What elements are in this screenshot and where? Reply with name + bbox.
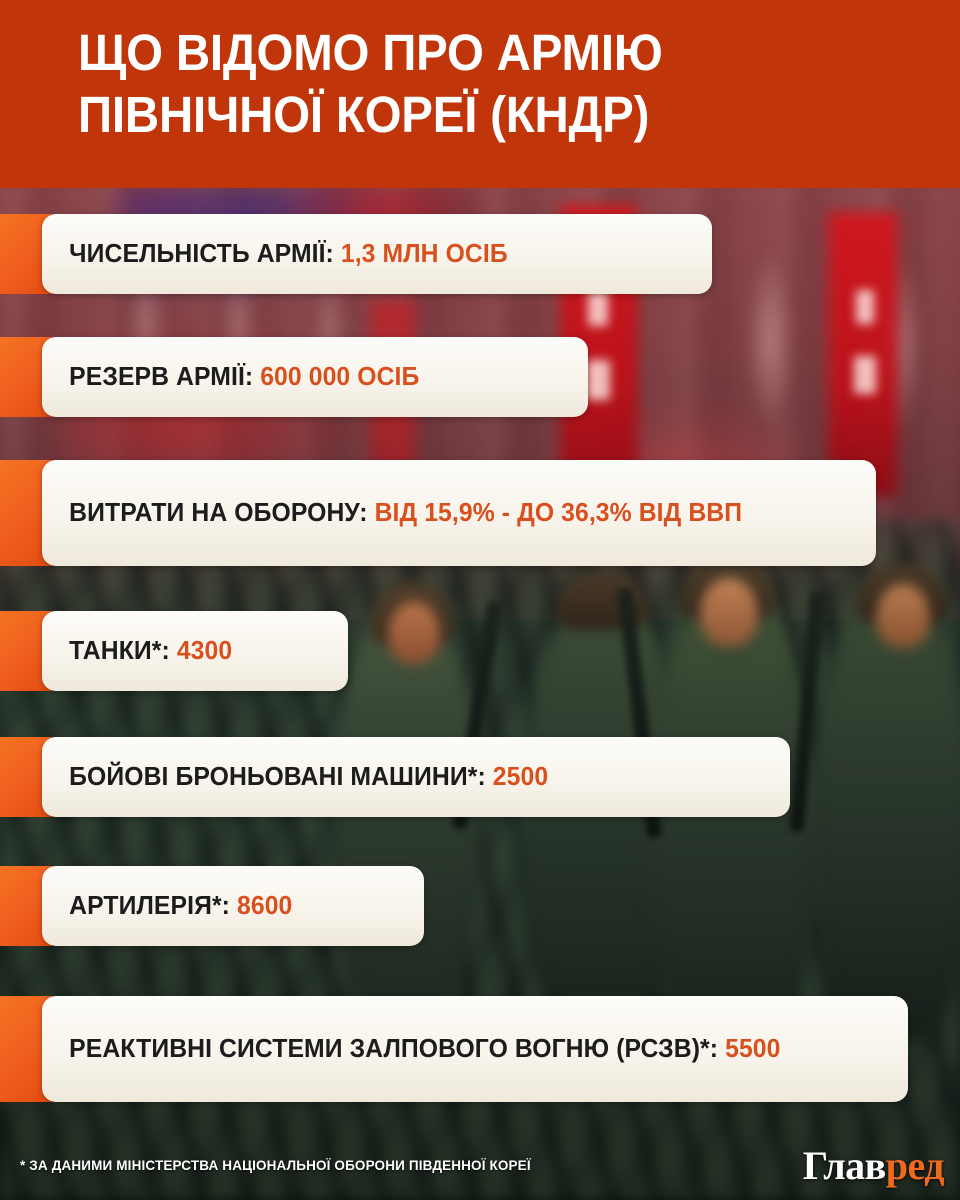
stat-label: БОЙОВІ БРОНЬОВАНІ МАШИНИ*: (69, 763, 486, 791)
logo-text-accent: ред (885, 1143, 945, 1188)
stat-card[interactable]: ЧИСЕЛЬНІСТЬ АРМІЇ: 1,3 МЛН ОСІБ (42, 214, 712, 294)
background-banner-glyph-1 (588, 290, 608, 326)
stat-card-text: АРТИЛЕРІЯ*: 8600 (42, 889, 318, 923)
source-footnote: * ЗА ДАНИМИ МІНІСТЕРСТВА НАЦІОНАЛЬНОЇ ОБ… (20, 1158, 531, 1173)
stat-card-text: РЕАКТИВНІ СИСТЕМИ ЗАЛПОВОГО ВОГНЮ (РСЗВ)… (42, 1032, 806, 1066)
background-banner-glyph-4 (854, 356, 876, 394)
background-face-4 (876, 584, 930, 648)
stat-label: АРТИЛЕРІЯ*: (69, 892, 231, 920)
stat-card[interactable]: ВИТРАТИ НА ОБОРОНУ: ВІД 15,9% - ДО 36,3%… (42, 460, 876, 566)
stat-value: 8600 (237, 892, 293, 920)
stat-card[interactable]: ТАНКИ*: 4300 (42, 611, 348, 691)
page-title: ЩО ВІДОМО ПРО АРМІЮ ПІВНІЧНОЇ КОРЕЇ (КНД… (78, 24, 663, 143)
stat-card-text: РЕЗЕРВ АРМІЇ: 600 000 ОСІБ (42, 360, 445, 394)
stat-label: РЕЗЕРВ АРМІЇ: (69, 363, 254, 391)
background-face-3 (700, 578, 758, 646)
stat-label: РЕАКТИВНІ СИСТЕМИ ЗАЛПОВОГО ВОГНЮ (РСЗВ)… (69, 1035, 719, 1063)
background-soldier-4 (812, 582, 960, 1042)
stat-value: ВІД 15,9% - ДО 36,3% ВІД ВВП (374, 499, 743, 527)
stat-card[interactable]: РЕЗЕРВ АРМІЇ: 600 000 ОСІБ (42, 337, 588, 417)
background-banner-2 (828, 212, 898, 497)
stat-value: 600 000 ОСІБ (260, 363, 420, 391)
header-band: ЩО ВІДОМО ПРО АРМІЮ ПІВНІЧНОЇ КОРЕЇ (КНД… (0, 0, 960, 188)
stat-card-text: ЧИСЕЛЬНІСТЬ АРМІЇ: 1,3 МЛН ОСІБ (42, 237, 533, 271)
background-banner-glyph-3 (856, 290, 874, 324)
stat-label: ВИТРАТИ НА ОБОРОНУ: (69, 499, 368, 527)
stat-card[interactable]: БОЙОВІ БРОНЬОВАНІ МАШИНИ*: 2500 (42, 737, 790, 817)
stat-label: ТАНКИ*: (69, 637, 170, 665)
stat-card[interactable]: АРТИЛЕРІЯ*: 8600 (42, 866, 424, 946)
stat-card-text: ТАНКИ*: 4300 (42, 634, 257, 668)
logo-text-primary: Глав (802, 1143, 886, 1188)
stat-card-text: БОЙОВІ БРОНЬОВАНІ МАШИНИ*: 2500 (42, 760, 573, 794)
background-face-1 (388, 602, 440, 664)
stat-card-text: ВИТРАТИ НА ОБОРОНУ: ВІД 15,9% - ДО 36,3%… (42, 496, 767, 530)
stat-value: 2500 (492, 763, 549, 791)
stat-label: ЧИСЕЛЬНІСТЬ АРМІЇ: (69, 240, 334, 268)
stat-card[interactable]: РЕАКТИВНІ СИСТЕМИ ЗАЛПОВОГО ВОГНЮ (РСЗВ)… (42, 996, 908, 1102)
stat-value: 5500 (725, 1035, 781, 1063)
stat-value: 4300 (176, 637, 233, 665)
glavred-logo[interactable]: Главред (802, 1143, 945, 1188)
stat-value: 1,3 МЛН ОСІБ (340, 240, 508, 268)
background-banner-glyph-2 (586, 360, 610, 400)
